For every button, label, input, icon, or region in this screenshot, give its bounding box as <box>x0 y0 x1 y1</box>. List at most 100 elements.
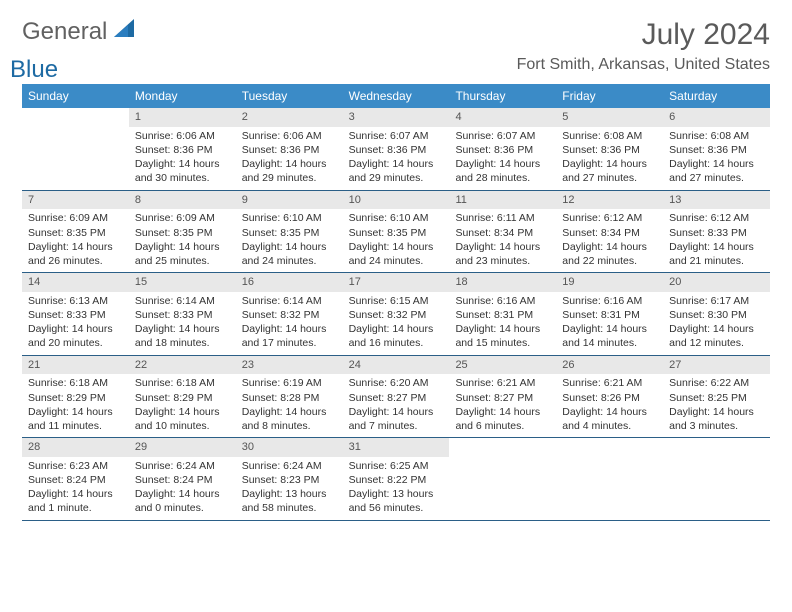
daylight-text: Daylight: 14 hours and 23 minutes. <box>455 240 550 268</box>
day-body: Sunrise: 6:06 AMSunset: 8:36 PMDaylight:… <box>236 127 343 190</box>
day-body: Sunrise: 6:14 AMSunset: 8:32 PMDaylight:… <box>236 292 343 355</box>
sunset-text: Sunset: 8:35 PM <box>242 226 337 240</box>
daylight-text: Daylight: 14 hours and 11 minutes. <box>28 405 123 433</box>
weekday-header: Monday <box>129 84 236 108</box>
day-cell: 6Sunrise: 6:08 AMSunset: 8:36 PMDaylight… <box>663 108 770 190</box>
day-number: 11 <box>449 191 556 210</box>
day-number: 6 <box>663 108 770 127</box>
daylight-text: Daylight: 14 hours and 3 minutes. <box>669 405 764 433</box>
sunset-text: Sunset: 8:23 PM <box>242 473 337 487</box>
daylight-text: Daylight: 14 hours and 28 minutes. <box>455 157 550 185</box>
day-body: Sunrise: 6:13 AMSunset: 8:33 PMDaylight:… <box>22 292 129 355</box>
sunset-text: Sunset: 8:22 PM <box>349 473 444 487</box>
day-cell <box>22 108 129 190</box>
daylight-text: Daylight: 14 hours and 22 minutes. <box>562 240 657 268</box>
sunrise-text: Sunrise: 6:18 AM <box>28 376 123 390</box>
sunrise-text: Sunrise: 6:07 AM <box>349 129 444 143</box>
weekday-header: Tuesday <box>236 84 343 108</box>
sunset-text: Sunset: 8:28 PM <box>242 391 337 405</box>
sunrise-text: Sunrise: 6:24 AM <box>242 459 337 473</box>
day-body: Sunrise: 6:17 AMSunset: 8:30 PMDaylight:… <box>663 292 770 355</box>
day-body: Sunrise: 6:25 AMSunset: 8:22 PMDaylight:… <box>343 457 450 520</box>
logo: General Blue <box>22 18 138 74</box>
day-cell: 7Sunrise: 6:09 AMSunset: 8:35 PMDaylight… <box>22 191 129 273</box>
daylight-text: Daylight: 14 hours and 1 minute. <box>28 487 123 515</box>
day-body: Sunrise: 6:18 AMSunset: 8:29 PMDaylight:… <box>129 374 236 437</box>
day-number: 14 <box>22 273 129 292</box>
day-cell: 1Sunrise: 6:06 AMSunset: 8:36 PMDaylight… <box>129 108 236 190</box>
daylight-text: Daylight: 14 hours and 29 minutes. <box>349 157 444 185</box>
day-number: 10 <box>343 191 450 210</box>
day-cell: 8Sunrise: 6:09 AMSunset: 8:35 PMDaylight… <box>129 191 236 273</box>
day-body: Sunrise: 6:24 AMSunset: 8:23 PMDaylight:… <box>236 457 343 520</box>
day-body <box>663 457 770 463</box>
daylight-text: Daylight: 14 hours and 7 minutes. <box>349 405 444 433</box>
day-body: Sunrise: 6:14 AMSunset: 8:33 PMDaylight:… <box>129 292 236 355</box>
day-number: 31 <box>343 438 450 457</box>
daylight-text: Daylight: 14 hours and 21 minutes. <box>669 240 764 268</box>
day-body: Sunrise: 6:20 AMSunset: 8:27 PMDaylight:… <box>343 374 450 437</box>
day-cell: 15Sunrise: 6:14 AMSunset: 8:33 PMDayligh… <box>129 273 236 355</box>
day-number: 27 <box>663 356 770 375</box>
daylight-text: Daylight: 14 hours and 27 minutes. <box>562 157 657 185</box>
day-number: 9 <box>236 191 343 210</box>
day-cell: 17Sunrise: 6:15 AMSunset: 8:32 PMDayligh… <box>343 273 450 355</box>
day-cell: 30Sunrise: 6:24 AMSunset: 8:23 PMDayligh… <box>236 438 343 520</box>
day-cell <box>663 438 770 520</box>
day-number <box>22 108 129 127</box>
sunset-text: Sunset: 8:36 PM <box>669 143 764 157</box>
day-number: 5 <box>556 108 663 127</box>
day-cell: 2Sunrise: 6:06 AMSunset: 8:36 PMDaylight… <box>236 108 343 190</box>
day-number: 13 <box>663 191 770 210</box>
day-cell: 4Sunrise: 6:07 AMSunset: 8:36 PMDaylight… <box>449 108 556 190</box>
day-body: Sunrise: 6:12 AMSunset: 8:34 PMDaylight:… <box>556 209 663 272</box>
sunrise-text: Sunrise: 6:06 AM <box>135 129 230 143</box>
day-cell <box>449 438 556 520</box>
day-body: Sunrise: 6:07 AMSunset: 8:36 PMDaylight:… <box>449 127 556 190</box>
day-body: Sunrise: 6:09 AMSunset: 8:35 PMDaylight:… <box>129 209 236 272</box>
day-number: 8 <box>129 191 236 210</box>
day-cell: 12Sunrise: 6:12 AMSunset: 8:34 PMDayligh… <box>556 191 663 273</box>
header-right: July 2024 Fort Smith, Arkansas, United S… <box>517 18 770 74</box>
sunrise-text: Sunrise: 6:23 AM <box>28 459 123 473</box>
day-number <box>556 438 663 457</box>
sunrise-text: Sunrise: 6:09 AM <box>28 211 123 225</box>
day-cell: 31Sunrise: 6:25 AMSunset: 8:22 PMDayligh… <box>343 438 450 520</box>
day-number: 16 <box>236 273 343 292</box>
day-number: 28 <box>22 438 129 457</box>
day-cell: 23Sunrise: 6:19 AMSunset: 8:28 PMDayligh… <box>236 356 343 438</box>
day-cell: 20Sunrise: 6:17 AMSunset: 8:30 PMDayligh… <box>663 273 770 355</box>
daylight-text: Daylight: 14 hours and 26 minutes. <box>28 240 123 268</box>
day-number: 26 <box>556 356 663 375</box>
day-cell: 28 Sunrise: 6:23 AMSunset: 8:24 PMDayligh… <box>22 438 129 520</box>
sunset-text: Sunset: 8:35 PM <box>349 226 444 240</box>
sunset-text: Sunset: 8:33 PM <box>135 308 230 322</box>
sunrise-text: Sunrise: 6:19 AM <box>242 376 337 390</box>
day-cell: 18Sunrise: 6:16 AMSunset: 8:31 PMDayligh… <box>449 273 556 355</box>
sunset-text: Sunset: 8:32 PM <box>349 308 444 322</box>
sunset-text: Sunset: 8:26 PM <box>562 391 657 405</box>
sunrise-text: Sunrise: 6:21 AM <box>562 376 657 390</box>
sunrise-text: Sunrise: 6:16 AM <box>455 294 550 308</box>
day-body: Sunrise: 6:16 AMSunset: 8:31 PMDaylight:… <box>449 292 556 355</box>
day-number: 18 <box>449 273 556 292</box>
sunset-text: Sunset: 8:29 PM <box>135 391 230 405</box>
sunrise-text: Sunrise: 6:20 AM <box>349 376 444 390</box>
sunset-text: Sunset: 8:36 PM <box>349 143 444 157</box>
day-body: Sunrise: 6:21 AMSunset: 8:27 PMDaylight:… <box>449 374 556 437</box>
day-body: Sunrise: 6:09 AMSunset: 8:35 PMDaylight:… <box>22 209 129 272</box>
sunrise-text: Sunrise: 6:16 AM <box>562 294 657 308</box>
weekday-header: Sunday <box>22 84 129 108</box>
sunset-text: Sunset: 8:24 PM <box>28 473 123 487</box>
daylight-text: Daylight: 14 hours and 20 minutes. <box>28 322 123 350</box>
weekday-header: Saturday <box>663 84 770 108</box>
logo-sail-icon <box>114 26 138 43</box>
sunset-text: Sunset: 8:32 PM <box>242 308 337 322</box>
sunset-text: Sunset: 8:36 PM <box>455 143 550 157</box>
day-body <box>449 457 556 463</box>
sunrise-text: Sunrise: 6:06 AM <box>242 129 337 143</box>
week-row: 7Sunrise: 6:09 AMSunset: 8:35 PMDaylight… <box>22 191 770 274</box>
day-cell: 27Sunrise: 6:22 AMSunset: 8:25 PMDayligh… <box>663 356 770 438</box>
sunset-text: Sunset: 8:36 PM <box>242 143 337 157</box>
day-body: Sunrise: 6:06 AMSunset: 8:36 PMDaylight:… <box>129 127 236 190</box>
